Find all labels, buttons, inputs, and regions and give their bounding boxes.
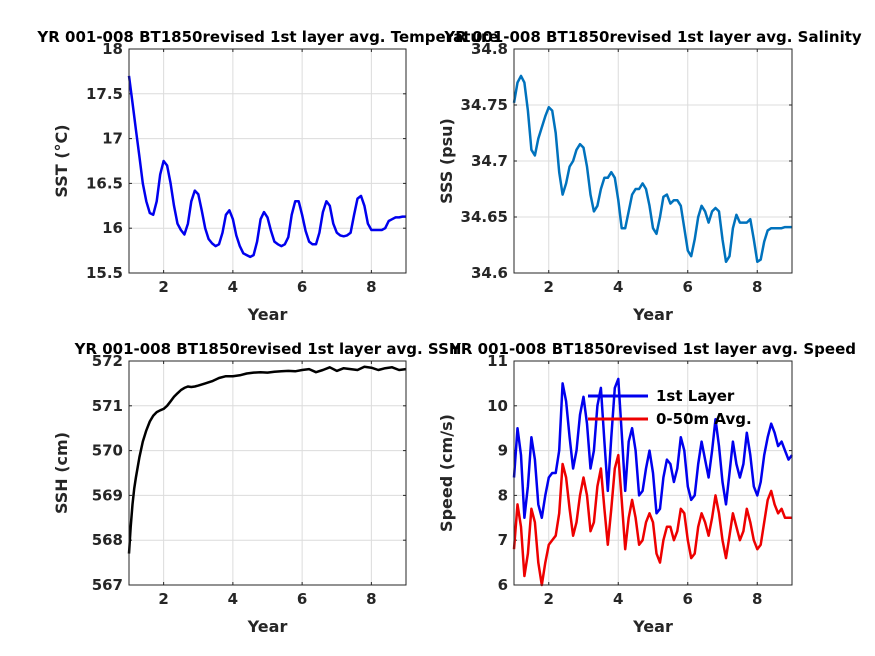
y-tick-label: 16: [102, 219, 123, 237]
ticks-ssh: 2 4 6 8 567 568 569 570 571 572: [92, 352, 406, 608]
y-tick-label: 34.7: [471, 152, 508, 170]
x-tick-label: 8: [752, 278, 762, 296]
series-sst: [127, 75, 406, 259]
y-tick-label: 34.6: [471, 264, 508, 282]
chart-sss: 2 4 6 8 34.6 34.65 34.7 34.75 34.8 YR 001-008 BT…: [437, 28, 862, 324]
grid-sss: [514, 48, 792, 274]
chart-title-speed: YR 001-008 BT1850revised 1st layer avg. …: [449, 340, 856, 358]
y-tick-label: 567: [92, 576, 123, 594]
x-tick-label: 6: [297, 590, 307, 608]
series-speed: [512, 377, 793, 587]
y-tick-label: 17.5: [86, 85, 123, 103]
y-tick-label: 9: [498, 442, 508, 460]
x-tick-label: 6: [297, 278, 307, 296]
legend-speed: 1st Layer 0-50m Avg.: [588, 387, 752, 428]
y-axis-label-sss: SSS (psu): [437, 118, 456, 204]
y-tick-label: 11: [487, 352, 508, 370]
x-tick-label: 6: [683, 278, 693, 296]
y-tick-label: 18: [102, 40, 123, 58]
y-tick-label: 569: [92, 486, 123, 504]
y-tick-label: 15.5: [86, 264, 123, 282]
axes-frame-sss: [513, 48, 793, 274]
x-tick-label: 4: [228, 590, 238, 608]
grid-sst: [129, 48, 406, 274]
chart-title-ssh: YR 001-008 BT1850revised 1st layer avg. …: [74, 340, 462, 358]
y-tick-label: 17: [102, 130, 123, 148]
x-tick-label: 4: [228, 278, 238, 296]
series-sss: [512, 74, 792, 264]
series-line-sst-0: [127, 75, 406, 259]
legend-label-1st-layer: 1st Layer: [656, 387, 735, 405]
x-axis-label-sss: Year: [632, 305, 673, 324]
series-line-ssh-0: [127, 365, 407, 554]
ticks-speed: 2 4 6 8 6 7 8 9 10 11: [487, 352, 792, 608]
y-tick-label: 6: [498, 576, 508, 594]
y-tick-label: 34.8: [471, 40, 508, 58]
y-tick-label: 570: [92, 442, 123, 460]
ticks-sss: 2 4 6 8 34.6 34.65 34.7 34.75 34.8: [461, 40, 792, 296]
series-ssh: [127, 365, 407, 554]
series-line-speed-1: [512, 453, 792, 587]
x-tick-label: 8: [752, 590, 762, 608]
x-tick-label: 2: [158, 590, 168, 608]
y-tick-label: 34.75: [461, 96, 508, 114]
y-tick-label: 10: [487, 397, 508, 415]
axes-frame-sst: [128, 48, 407, 274]
chart-ssh: 2 4 6 8 567 568 569 570 571 572 YR 001-008 BT1850…: [52, 340, 461, 636]
x-tick-label: 6: [683, 590, 693, 608]
y-axis-label-speed: Speed (cm/s): [437, 414, 456, 532]
y-tick-label: 34.65: [461, 208, 508, 226]
x-tick-label: 8: [366, 590, 376, 608]
x-tick-label: 4: [613, 278, 623, 296]
y-tick-label: 16.5: [86, 174, 123, 192]
legend-label-0-50m-avg: 0-50m Avg.: [656, 410, 752, 428]
y-tick-label: 572: [92, 352, 123, 370]
x-tick-label: 4: [613, 590, 623, 608]
y-tick-label: 568: [92, 531, 123, 549]
series-line-speed-0: [512, 377, 793, 520]
series-line-sss-0: [512, 74, 792, 264]
x-tick-label: 8: [366, 278, 376, 296]
x-tick-label: 2: [158, 278, 168, 296]
chart-speed: 2 4 6 8 6 7 8 9 10 11 1st Layer 0-50m Avg. YR 001…: [437, 340, 856, 636]
chart-title-sss: YR 001-008 BT1850revised 1st layer avg. …: [443, 28, 862, 46]
x-tick-label: 2: [544, 590, 554, 608]
axes-frame-ssh: [128, 360, 407, 586]
axes-frame-speed: [513, 360, 793, 586]
x-axis-label-speed: Year: [632, 617, 673, 636]
y-axis-label-sst: SST (°C): [52, 124, 71, 197]
grid-ssh: [129, 360, 406, 586]
x-axis-label-ssh: Year: [247, 617, 288, 636]
y-tick-label: 8: [498, 486, 508, 504]
chart-sst: 2 4 6 8 15.5 16 16.5 17 17.5 18 YR 001-008 BT1850…: [36, 28, 498, 324]
x-tick-label: 2: [544, 278, 554, 296]
ticks-sst: 2 4 6 8 15.5 16 16.5 17 17.5 18: [86, 40, 406, 296]
y-tick-label: 571: [92, 397, 123, 415]
x-axis-label-sst: Year: [247, 305, 288, 324]
y-tick-label: 7: [498, 531, 508, 549]
y-axis-label-ssh: SSH (cm): [52, 432, 71, 514]
chart-title-sst: YR 001-008 BT1850revised 1st layer avg. …: [36, 28, 498, 46]
